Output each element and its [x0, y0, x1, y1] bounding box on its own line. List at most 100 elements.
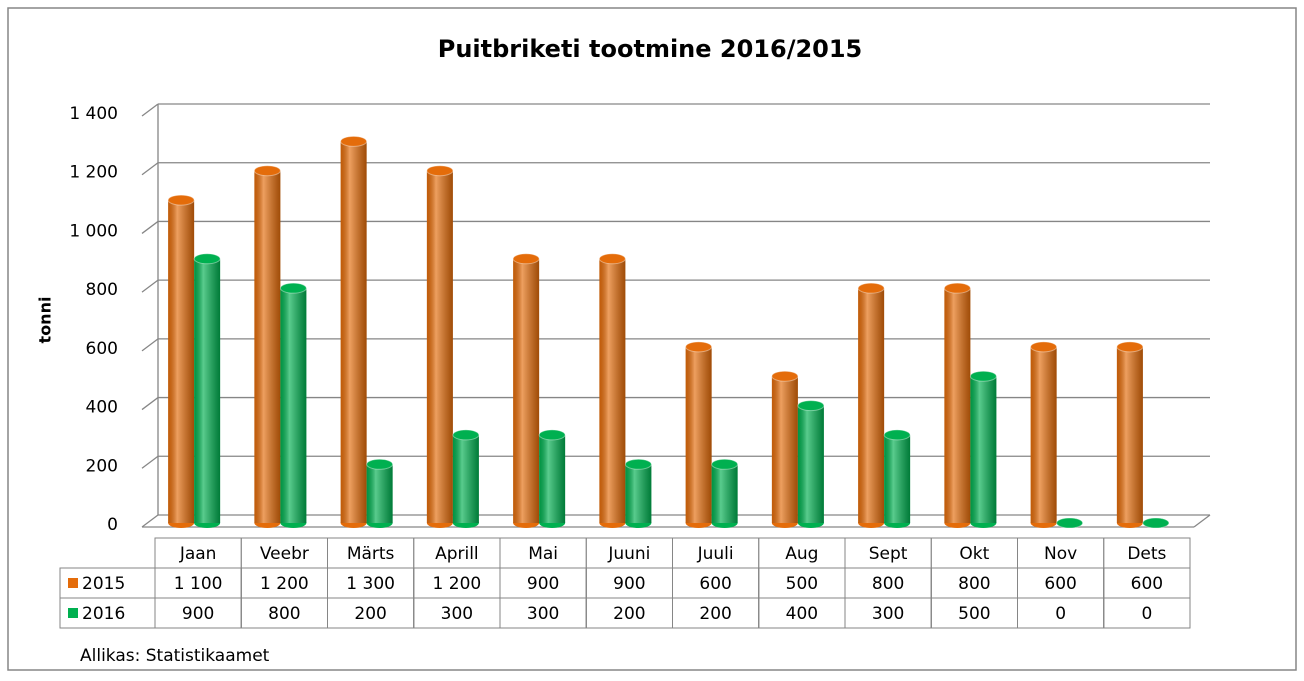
table-value: 800 [268, 604, 300, 624]
bar-top [426, 165, 454, 177]
bar-top [711, 458, 739, 470]
bar-shine [599, 258, 626, 523]
bar-shine [168, 200, 195, 524]
bar-top [624, 458, 652, 470]
chart-title: Puitbriketi tootmine 2016/2015 [438, 35, 863, 63]
table-value: 600 [699, 574, 731, 594]
legend-swatch [68, 608, 78, 618]
bar-top [512, 253, 540, 265]
table-value: 900 [527, 574, 559, 594]
table-value: 1 300 [346, 574, 395, 594]
bar-top [253, 165, 281, 177]
bar-top [167, 194, 195, 206]
bar-top [969, 370, 997, 382]
y-tick-label: 1 200 [69, 163, 118, 183]
bar-top [366, 458, 394, 470]
table-value: 200 [699, 604, 731, 624]
bar-shine [797, 405, 824, 523]
bar-top [1116, 341, 1144, 353]
x-tick-label: Juuli [697, 544, 734, 564]
x-tick-label: Aug [785, 544, 818, 564]
table-value: 500 [786, 574, 818, 594]
bar-shine [970, 376, 997, 523]
bar-shine [340, 141, 367, 523]
x-tick-label: Märts [347, 544, 395, 564]
table-value: 300 [872, 604, 904, 624]
x-tick-label: Sept [869, 544, 908, 564]
bar-shine [771, 376, 798, 523]
bar-top [538, 429, 566, 441]
table-value: 900 [613, 574, 645, 594]
table-cell [59, 597, 156, 629]
x-tick-label: Dets [1127, 544, 1166, 564]
bar-shine [711, 464, 738, 523]
x-tick-label: Veebr [260, 544, 309, 564]
x-tick-label: Mai [528, 544, 558, 564]
bar-top [685, 341, 713, 353]
table-value: 300 [527, 604, 559, 624]
y-tick-label: 400 [86, 398, 118, 418]
table-value: 200 [613, 604, 645, 624]
table-value: 1 200 [260, 574, 309, 594]
y-tick-label: 1 400 [69, 104, 118, 124]
legend-label: 2016 [82, 604, 125, 624]
bar-top [279, 282, 307, 294]
grid-line-depth [141, 514, 159, 528]
x-tick-label: Juuni [607, 544, 650, 564]
y-tick-label: 200 [86, 456, 118, 476]
grid-line-depth [141, 162, 159, 176]
x-tick-label: Aprill [435, 544, 479, 564]
table-value: 800 [872, 574, 904, 594]
y-axis-title: tonni [36, 297, 55, 344]
floor-edge-right [1193, 514, 1211, 528]
grid-line-depth [141, 220, 159, 234]
bar-shine [1116, 346, 1143, 523]
table-value: 800 [958, 574, 990, 594]
table-value: 300 [441, 604, 473, 624]
x-tick-label: Okt [959, 544, 989, 564]
grid-line-depth [141, 279, 159, 293]
bar-top [797, 400, 825, 412]
table-cell [1103, 597, 1191, 629]
table-value: 600 [1044, 574, 1076, 594]
bar-shine [254, 170, 281, 523]
bar-top [1056, 517, 1084, 529]
bar-top [771, 370, 799, 382]
bar-shine [194, 258, 221, 523]
table-value: 1 100 [174, 574, 223, 594]
source-note: Allikas: Statistikaamet [80, 646, 270, 666]
grid-line-depth [141, 103, 159, 117]
bar-top [857, 282, 885, 294]
bar-shine [513, 258, 540, 523]
bar-shine [539, 434, 566, 523]
bar-shine [625, 464, 652, 523]
table-value: 200 [354, 604, 386, 624]
bar-top [883, 429, 911, 441]
table-value: 500 [958, 604, 990, 624]
grid-line-depth [141, 397, 159, 411]
bar-shine [1030, 346, 1057, 523]
bar-shine [944, 288, 971, 523]
table-value: 0 [1055, 604, 1066, 624]
table-value: 1 200 [433, 574, 482, 594]
bar-shine [858, 288, 885, 523]
x-tick-label: Jaan [179, 544, 217, 564]
bar-top [598, 253, 626, 265]
bar-shine [426, 170, 453, 523]
y-tick-label: 600 [86, 339, 118, 359]
x-tick-label: Nov [1044, 544, 1077, 564]
y-tick-label: 1 000 [69, 221, 118, 241]
bar-shine [884, 434, 911, 523]
grid-line-depth [141, 338, 159, 352]
bar-top [1030, 341, 1058, 353]
legend-label: 2015 [82, 574, 125, 594]
grid-line-depth [141, 455, 159, 469]
bar-shine [685, 346, 712, 523]
bar-top [340, 135, 368, 147]
table-value: 600 [1131, 574, 1163, 594]
bar-top [193, 253, 221, 265]
table-value: 400 [786, 604, 818, 624]
bar-top [1142, 517, 1170, 529]
table-value: 0 [1141, 604, 1152, 624]
